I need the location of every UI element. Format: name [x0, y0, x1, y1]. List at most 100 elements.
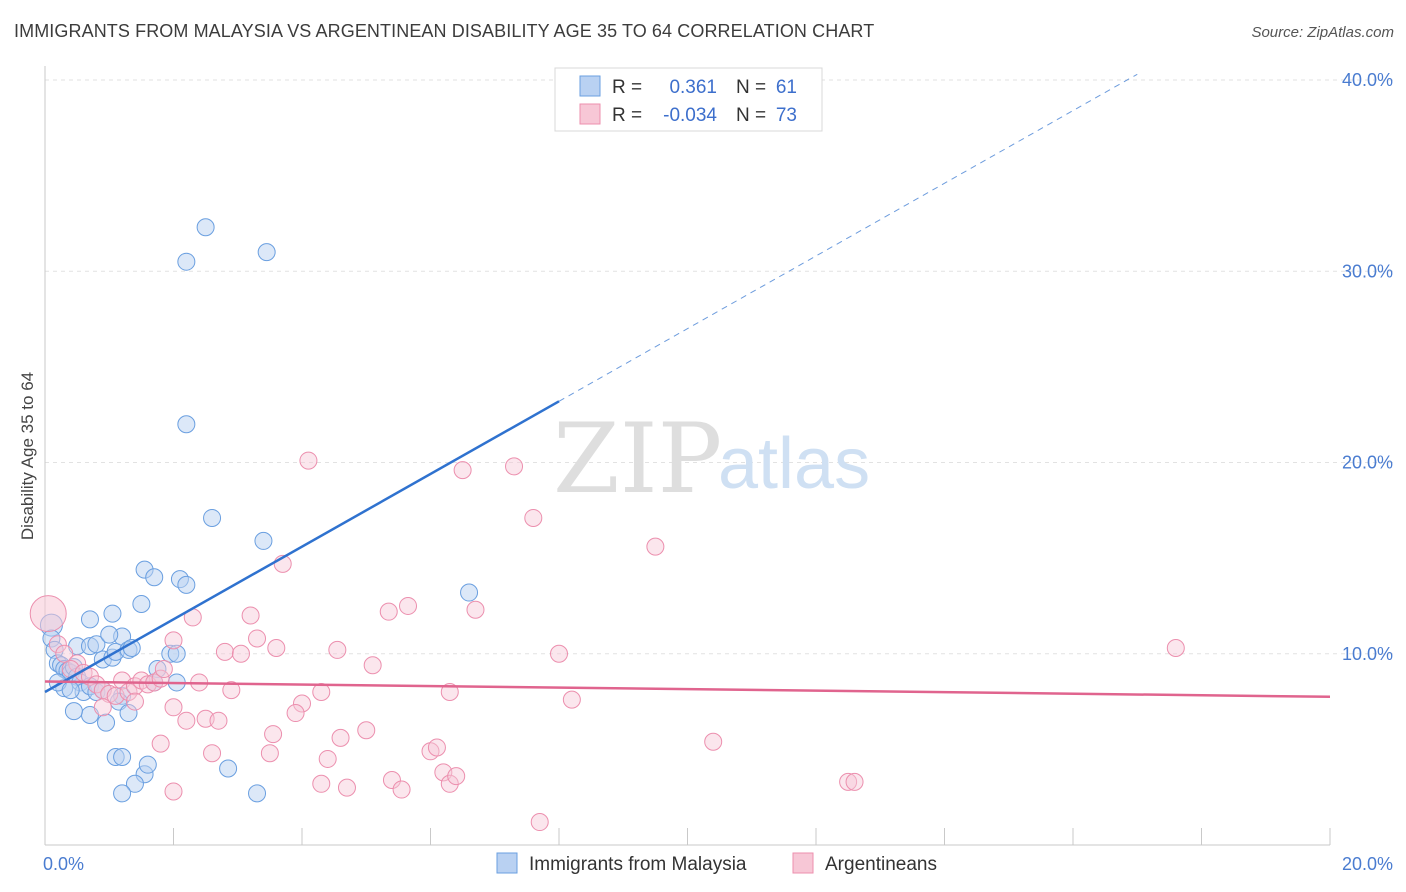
- argentineans-point: [55, 644, 74, 663]
- argentineans-point: [337, 778, 356, 797]
- argentineans-point: [264, 725, 283, 744]
- x-axis-ticks: [173, 828, 1331, 845]
- malaysia-point: [177, 252, 196, 271]
- argentineans-point: [164, 698, 183, 717]
- argentineans-point: [530, 813, 549, 832]
- legend-box: R = 0.361 N = 61 R = -0.034 N = 73: [554, 67, 823, 132]
- grid-layer: [45, 79, 1393, 655]
- argentineans-point: [440, 774, 459, 793]
- trend-lines: [44, 73, 1331, 699]
- malaysia-point: [254, 531, 273, 550]
- legend-r-label-blue: R =: [612, 77, 642, 98]
- argentineans-point: [363, 656, 382, 675]
- argentineans-point: [267, 639, 286, 658]
- argentineans-point: [29, 595, 67, 633]
- legend-r-value-blue: 0.361: [669, 77, 717, 98]
- malaysia-point: [125, 774, 144, 793]
- legend-n-value-pink: 73: [776, 105, 797, 126]
- malaysia-point: [167, 644, 186, 663]
- legend-r-label-pink: R =: [612, 105, 642, 126]
- malaysia-point: [248, 784, 267, 803]
- bottom-legend: Immigrants from Malaysia Argentineans: [496, 852, 937, 875]
- malaysia-point: [64, 702, 83, 721]
- y-tick-label-20: 20.0%: [1342, 453, 1393, 473]
- bottom-legend-label-malaysia: Immigrants from Malaysia: [529, 854, 747, 875]
- argentineans-point: [312, 774, 331, 793]
- argentineans-point: [222, 681, 241, 700]
- argentineans-point: [241, 606, 260, 625]
- malaysia-point: [119, 704, 138, 723]
- argentineans-point: [299, 451, 318, 470]
- argentineans-point: [447, 767, 466, 786]
- y-tick-label-10: 10.0%: [1342, 644, 1393, 664]
- argentineans-point: [151, 734, 170, 753]
- malaysia-point: [113, 784, 132, 803]
- argentineans-point: [164, 782, 183, 801]
- chart-title: IMMIGRANTS FROM MALAYSIA VS ARGENTINEAN …: [14, 21, 875, 41]
- argentineans-point: [427, 738, 446, 757]
- argentineans-point: [154, 660, 173, 679]
- argentineans-point: [440, 683, 459, 701]
- argentineans-point: [48, 635, 67, 654]
- x-tick-label-1: 20.0%: [1342, 854, 1393, 874]
- malaysia-point: [138, 755, 157, 774]
- argentineans-point: [399, 596, 418, 615]
- argentineans-point: [260, 744, 279, 763]
- legend-n-label-pink: N =: [736, 105, 766, 126]
- trend-line-argentineans: [44, 680, 1331, 699]
- argentineans-point: [466, 600, 485, 619]
- malaysia-point: [132, 595, 151, 614]
- watermark-atlas: atlas: [718, 424, 870, 504]
- argentineans-point: [524, 508, 543, 527]
- argentineans-point: [839, 772, 858, 791]
- malaysia-point: [87, 635, 106, 654]
- argentineans-point: [318, 749, 337, 768]
- watermark-zip: ZIP: [553, 403, 722, 515]
- argentineans-point: [1166, 639, 1185, 658]
- y-axis-tick-labels: 10.0% 20.0% 30.0% 40.0%: [1342, 70, 1393, 664]
- legend-n-value-blue: 61: [776, 77, 797, 98]
- malaysia-point: [97, 713, 116, 732]
- argentineans-point: [505, 457, 524, 476]
- malaysia-point: [61, 681, 80, 700]
- argentineans-point: [203, 744, 222, 763]
- argentineans-point: [312, 683, 331, 701]
- malaysia-point: [177, 415, 196, 434]
- malaysia-point: [103, 604, 122, 623]
- argentineans-point: [646, 537, 665, 556]
- malaysia-point: [100, 625, 119, 644]
- argentineans-point: [93, 698, 112, 717]
- argentineans-point: [286, 704, 305, 723]
- argentineans-point: [453, 461, 472, 480]
- argentineans-point: [382, 770, 401, 789]
- argentineans-point: [328, 640, 347, 659]
- bottom-legend-swatch-argentineans: [792, 852, 814, 874]
- x-tick-label-0: 0.0%: [43, 854, 84, 874]
- argentineans-point: [293, 694, 311, 713]
- legend-swatch-pink: [579, 103, 601, 125]
- y-tick-label-40: 40.0%: [1342, 70, 1393, 90]
- malaysia-point: [145, 568, 164, 587]
- series-argentineans-points: [29, 451, 1185, 832]
- argentineans-point: [357, 721, 376, 740]
- chart-source: Source: ZipAtlas.com: [1251, 24, 1394, 41]
- malaysia-point: [109, 692, 128, 711]
- argentineans-point: [177, 711, 196, 730]
- argentineans-point: [164, 631, 183, 650]
- malaysia-point: [219, 759, 238, 778]
- argentineans-point: [209, 711, 228, 730]
- malaysia-point: [113, 748, 132, 767]
- argentineans-point: [392, 780, 411, 799]
- y-tick-label-30: 30.0%: [1342, 261, 1393, 281]
- argentineans-point: [845, 772, 864, 791]
- argentineans-point: [248, 629, 267, 648]
- malaysia-point: [203, 508, 222, 527]
- argentineans-point: [704, 732, 723, 751]
- trend-line-malaysia: [44, 400, 560, 694]
- bottom-legend-label-argentineans: Argentineans: [825, 854, 937, 875]
- argentineans-point: [550, 644, 568, 663]
- series-malaysia-points: [39, 218, 479, 803]
- y-axis-title: Disability Age 35 to 64: [18, 372, 37, 540]
- legend-r-value-pink: -0.034: [663, 105, 717, 126]
